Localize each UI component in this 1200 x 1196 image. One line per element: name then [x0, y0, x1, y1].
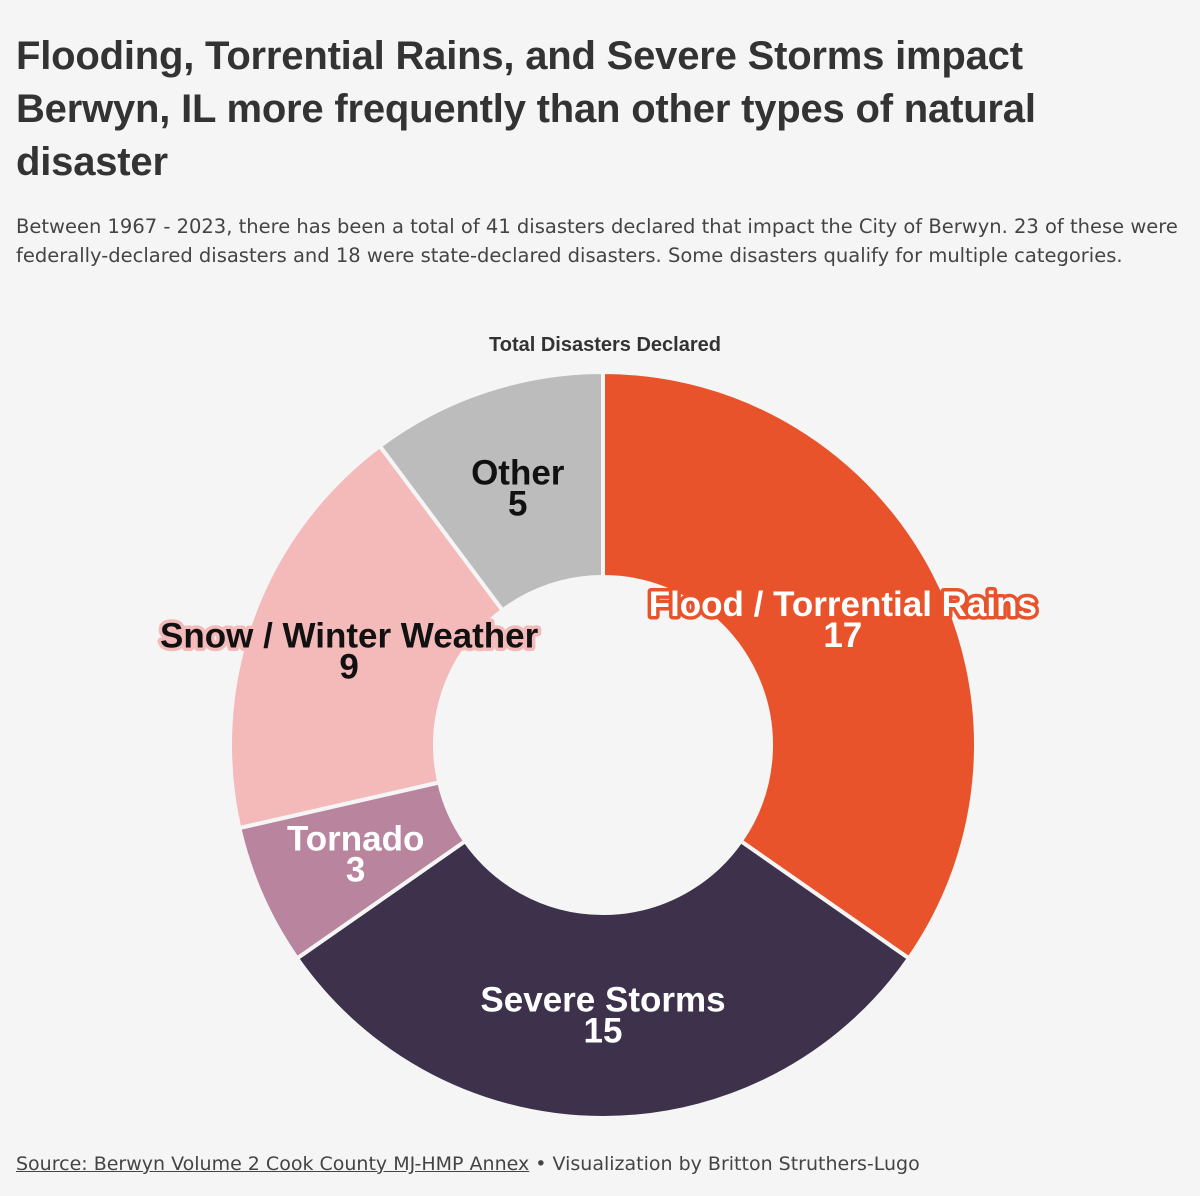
donut-heading: Total Disasters Declared: [489, 334, 721, 356]
slice-other[interactable]: [377, 370, 605, 613]
slice-label-other: Other 5: [471, 453, 565, 523]
credit-text: Visualization by Britton Struthers-Lugo: [552, 1153, 920, 1175]
slice-category: Snow / Winter Weather: [160, 617, 539, 656]
slice-value: 5: [508, 484, 527, 523]
slice-label-tornado: Tornado 3: [287, 819, 424, 889]
slice-value: 9: [339, 648, 358, 687]
slice-label-snow-winter-weather: Snow / Winter Weather 9: [160, 617, 539, 687]
slice-value: 15: [584, 1012, 623, 1051]
slice-value: 3: [346, 850, 365, 889]
footer: Source: Berwyn Volume 2 Cook County MJ-H…: [16, 1153, 920, 1175]
slice-category: Severe Storms: [480, 981, 725, 1020]
slice-label-flood-torrential-rains: Flood / Torrential Rains 17: [649, 585, 1037, 655]
chart-title: Flooding, Torrential Rains, and Severe S…: [16, 34, 1036, 184]
slice-severe-storms[interactable]: [295, 839, 911, 1120]
slice-category: Flood / Torrential Rains: [649, 585, 1037, 624]
slice-category: Other: [471, 453, 565, 492]
source-link[interactable]: Source: Berwyn Volume 2 Cook County MJ-H…: [16, 1153, 530, 1175]
chart-subtitle: Between 1967 - 2023, there has been a to…: [16, 215, 1178, 267]
slice-flood-torrential-rains[interactable]: [601, 370, 978, 961]
slice-value: 17: [823, 616, 862, 655]
slice-category: Tornado: [287, 819, 424, 858]
slice-snow-winter-weather[interactable]: [228, 444, 505, 830]
footer-separator: •: [529, 1153, 553, 1175]
slice-label-severe-storms: Severe Storms 15: [480, 981, 725, 1051]
